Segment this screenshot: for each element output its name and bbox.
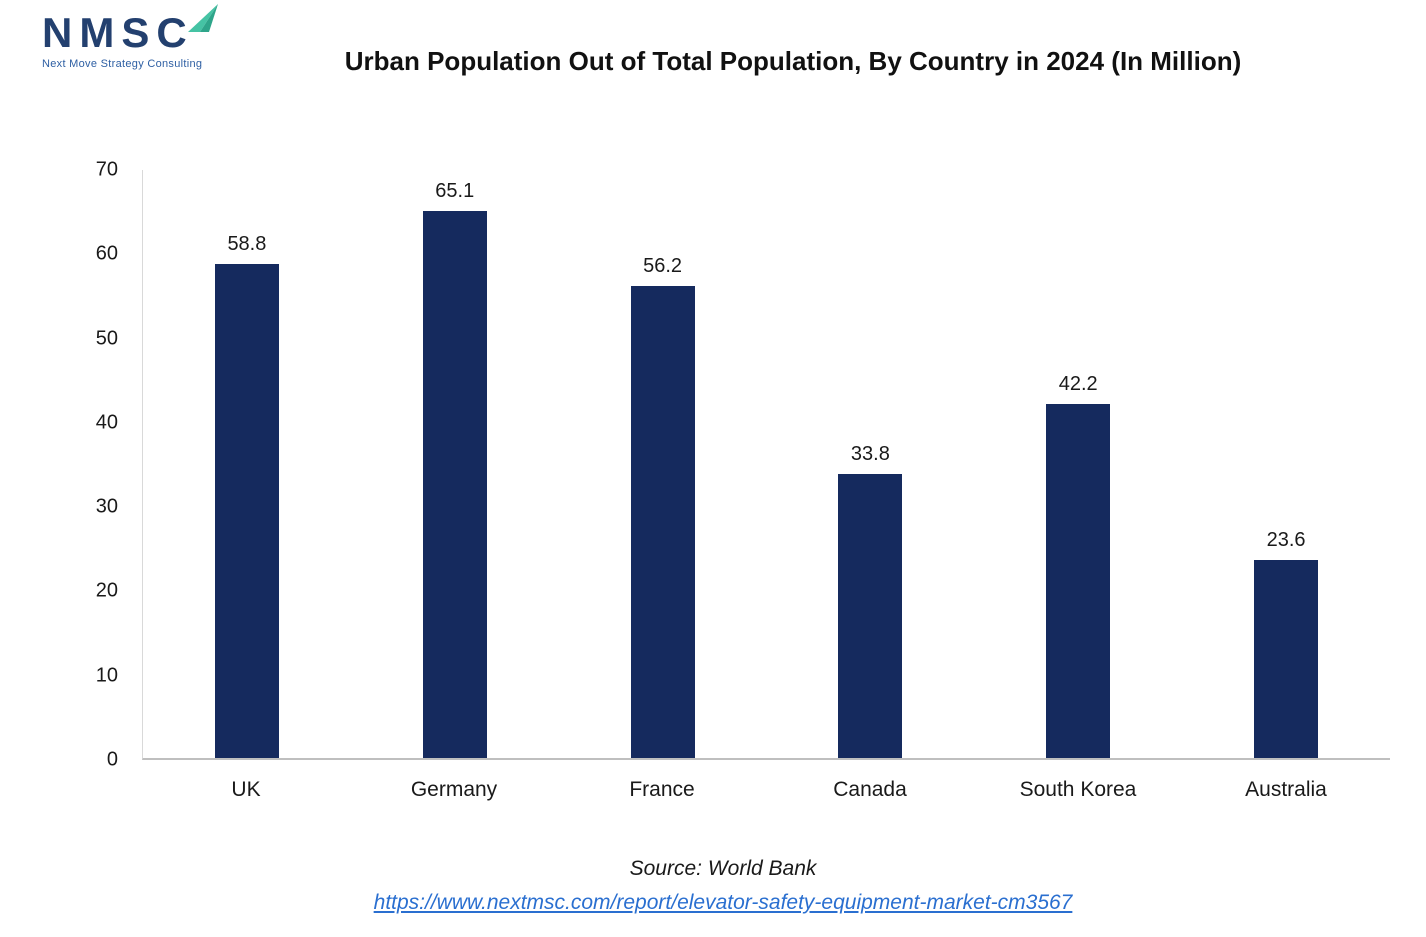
y-tick-label: 10 — [95, 664, 118, 687]
bar-value-label: 23.6 — [1266, 528, 1306, 551]
y-tick-label: 20 — [95, 579, 118, 602]
bar-column: 42.2 — [974, 170, 1182, 758]
bar-column: 23.6 — [1182, 170, 1390, 758]
x-category-label: France — [629, 778, 695, 801]
bar-value-label: 33.8 — [850, 443, 890, 466]
logo-text: NMSC — [42, 9, 194, 56]
bar — [214, 264, 279, 758]
bar-value-label: 42.2 — [1058, 372, 1098, 395]
x-category-label: Germany — [410, 778, 498, 801]
bar-value-label: 56.2 — [643, 254, 683, 277]
y-tick-label: 60 — [95, 242, 118, 265]
y-tick-label: 70 — [95, 158, 118, 181]
bar-column: 56.2 — [559, 170, 767, 758]
bar-column: 33.8 — [766, 170, 974, 758]
y-axis: 0 10 20 30 40 50 60 70 — [0, 159, 118, 771]
bar — [422, 211, 487, 758]
bar — [838, 474, 903, 758]
x-category-label: Canada — [833, 778, 907, 801]
source-text: Source: World Bank — [629, 857, 817, 880]
logo-subtext: Next Move Strategy Consulting — [42, 58, 203, 70]
x-category-label: Australia — [1245, 778, 1327, 801]
y-tick-label: 0 — [106, 748, 118, 771]
bar-column: 65.1 — [351, 170, 559, 758]
bar — [630, 285, 695, 758]
y-tick-label: 40 — [95, 411, 118, 434]
plot-area: 58.8 65.1 56.2 33.8 42.2 23.6 — [142, 170, 1390, 760]
y-tick-label: 30 — [95, 495, 118, 518]
source-link-line: https://www.nextmsc.com/report/elevator-… — [20, 891, 1426, 915]
bar — [1046, 403, 1111, 758]
y-tick-label: 50 — [95, 327, 118, 350]
x-axis: UK Germany France Canada South Korea Australi… — [142, 778, 1390, 802]
logo-arrow-icon — [187, 4, 218, 37]
bar-value-label: 58.8 — [227, 233, 267, 256]
bar-value-label: 65.1 — [435, 180, 475, 203]
source-link[interactable]: https://www.nextmsc.com/report/elevator-… — [373, 891, 1073, 914]
bar — [1254, 559, 1319, 758]
nmsc-logo: NMSC Next Move Strategy Consulting — [42, 4, 218, 70]
bar-column: 58.8 — [143, 170, 351, 758]
chart-title: Urban Population Out of Total Population… — [344, 46, 1242, 76]
x-category-label: UK — [231, 778, 261, 801]
x-category-label: South Korea — [1019, 778, 1137, 801]
